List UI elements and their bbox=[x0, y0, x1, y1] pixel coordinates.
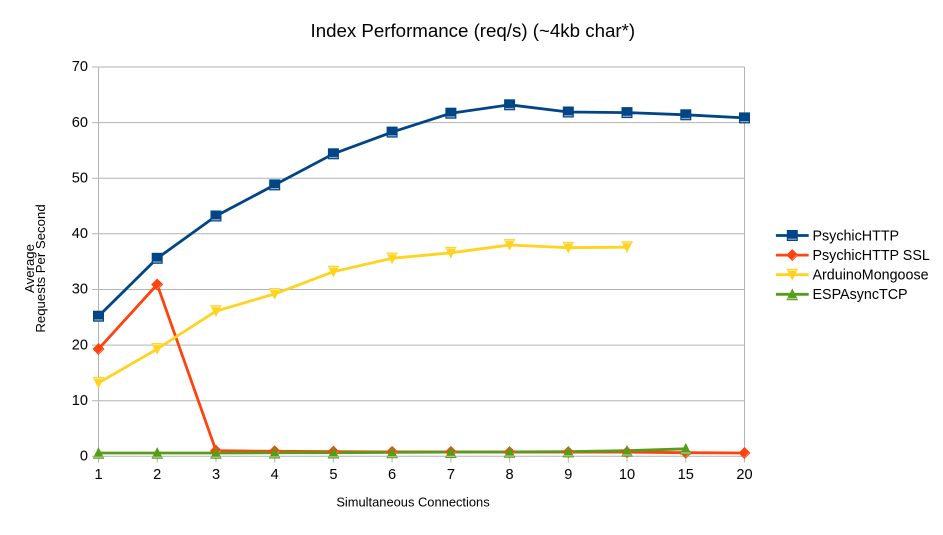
svg-text:5: 5 bbox=[329, 467, 337, 483]
svg-text:60: 60 bbox=[72, 115, 88, 131]
svg-text:ArduinoMongoose: ArduinoMongoose bbox=[813, 268, 929, 284]
svg-text:40: 40 bbox=[72, 226, 88, 242]
svg-text:4: 4 bbox=[271, 467, 279, 483]
svg-text:Requests Per Second: Requests Per Second bbox=[33, 204, 48, 332]
svg-text:Index Performance (req/s) (~4k: Index Performance (req/s) (~4kb char*) bbox=[311, 20, 636, 41]
svg-text:8: 8 bbox=[506, 467, 514, 483]
svg-text:3: 3 bbox=[212, 467, 220, 483]
svg-text:20: 20 bbox=[736, 467, 752, 483]
svg-text:6: 6 bbox=[388, 467, 396, 483]
svg-text:15: 15 bbox=[678, 467, 694, 483]
svg-text:9: 9 bbox=[564, 467, 572, 483]
svg-text:Average: Average bbox=[22, 244, 37, 293]
svg-text:Simultaneous Connections: Simultaneous Connections bbox=[336, 494, 489, 509]
svg-text:0: 0 bbox=[80, 449, 88, 465]
svg-text:10: 10 bbox=[72, 393, 88, 409]
svg-text:ESPAsyncTCP: ESPAsyncTCP bbox=[813, 287, 908, 303]
svg-text:7: 7 bbox=[447, 467, 455, 483]
svg-text:50: 50 bbox=[72, 170, 88, 186]
svg-text:10: 10 bbox=[619, 467, 635, 483]
svg-text:20: 20 bbox=[72, 337, 88, 353]
svg-text:2: 2 bbox=[153, 467, 161, 483]
svg-text:70: 70 bbox=[72, 59, 88, 75]
svg-text:30: 30 bbox=[72, 282, 88, 298]
svg-text:PsychicHTTP SSL: PsychicHTTP SSL bbox=[813, 248, 930, 264]
svg-text:PsychicHTTP: PsychicHTTP bbox=[813, 228, 900, 244]
svg-text:1: 1 bbox=[94, 467, 102, 483]
